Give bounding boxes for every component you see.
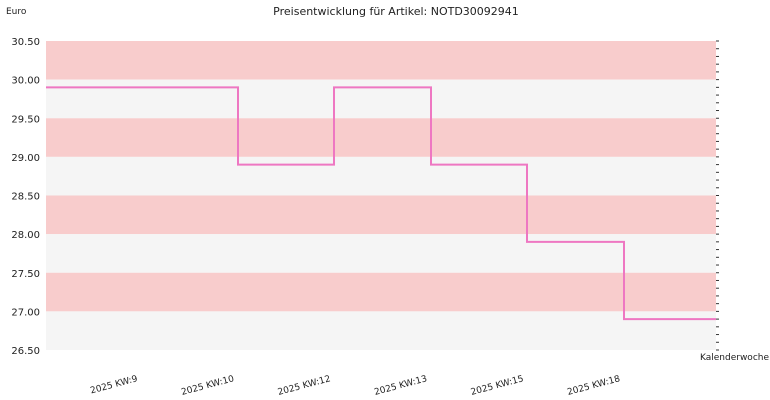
y-tick-label: 26.50: [11, 346, 40, 357]
y-tick-label: 28.50: [11, 192, 40, 203]
y-tick-labels: 30.50 30.00 29.50 29.00 28.50 28.00 27.50 27.00…: [11, 37, 40, 357]
grid-bands: [46, 41, 716, 350]
x-tick-label: 2025 KW:10: [180, 374, 235, 398]
grid-band: [46, 234, 716, 273]
series-line: [46, 86, 716, 321]
chart-title: Preisentwicklung für Artikel: NOTD300929…: [273, 5, 519, 18]
x-tick-label: 2025 KW:12: [277, 374, 332, 398]
x-tick-label: 2025 KW:15: [470, 374, 525, 398]
x-tick-labels: 2025 KW:9 2025 KW:10 2025 KW:12 2025 KW:13 2…: [89, 374, 621, 398]
x-tick-label: 2025 KW:13: [373, 374, 428, 398]
x-tick-label: 2025 KW:9: [89, 374, 139, 396]
grid-band: [46, 311, 716, 350]
grid-band: [46, 195, 716, 235]
x-axis-label: Kalenderwoche: [700, 353, 769, 363]
x-tick-label: 2025 KW:18: [566, 374, 621, 398]
grid-band: [46, 156, 716, 196]
grid-band: [46, 41, 716, 80]
y-tick-label: 29.50: [11, 114, 40, 125]
y-tick-label: 30.50: [11, 37, 40, 48]
y-tick-label: 27.00: [11, 307, 40, 318]
y-tick-label: 28.00: [11, 230, 40, 241]
y-axis-label: Euro: [6, 7, 27, 17]
grid-band: [46, 79, 716, 119]
y-tick-label: 30.00: [11, 76, 40, 87]
y-tick-label: 29.00: [11, 153, 40, 164]
price-series: [46, 86, 716, 321]
right-minor-ticks: [716, 40, 719, 351]
grid-band: [46, 118, 716, 157]
y-tick-label: 27.50: [11, 269, 40, 280]
grid-band: [46, 272, 716, 312]
